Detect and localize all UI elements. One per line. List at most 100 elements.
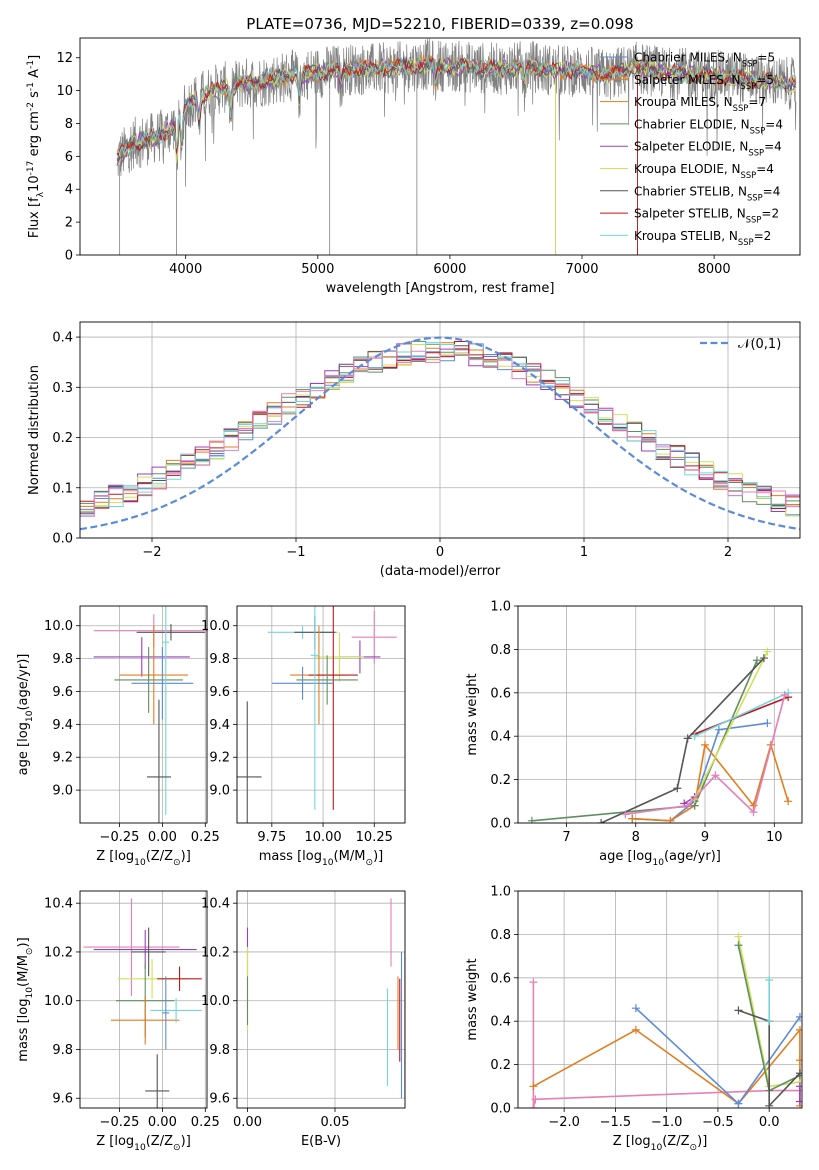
weight-marker	[529, 1082, 538, 1091]
x-tick-label: −1	[286, 545, 305, 560]
text-run: (age/yr)]	[664, 849, 721, 864]
text-run: Salpeter MILES, N	[634, 73, 741, 87]
y-tick-label: 0.0	[52, 532, 73, 547]
text-script: 10	[134, 1143, 146, 1153]
y-tick-label: 10.0	[201, 619, 230, 634]
text-run: ]	[27, 55, 42, 60]
x-tick-label: −1.0	[651, 1115, 683, 1130]
residual-histogram	[80, 341, 800, 509]
text-run: E(B-V)	[301, 1134, 341, 1149]
text-script: -1	[26, 60, 36, 69]
plot-area	[527, 647, 793, 823]
text-script: SSP	[733, 103, 749, 113]
x-tick-label: 4000	[169, 262, 202, 277]
text-run: Z [log	[96, 1134, 134, 1149]
weight-marker	[631, 1004, 640, 1013]
axes-frame	[79, 605, 208, 824]
residual-histogram	[80, 350, 800, 517]
figure-title: PLATE=0736, MJD=52210, FIBERID=0339, z=0…	[246, 15, 633, 33]
x-tick-label: −0.25	[100, 1115, 140, 1130]
legend-entry: Salpeter MILES, NSSP=5	[634, 73, 774, 91]
weight-line	[693, 651, 769, 800]
y-tick-label: 10.2	[201, 945, 230, 960]
text-script: SSP	[747, 192, 763, 202]
y-tick-label: 9.4	[52, 718, 73, 733]
residual-histogram	[80, 341, 800, 517]
weight-marker	[711, 771, 720, 780]
y-tick-label: 9.6	[52, 1092, 73, 1107]
x-tick-label: 6000	[433, 262, 466, 277]
panel-weight_Z: −2.0 −1.5 −1.0 −0.5 0.0 0.0 0.2 0.4 0.6 0.8 1.0 Z […	[465, 885, 803, 1153]
x-axis-label: Z [log10(Z/Z⊙)]	[96, 1134, 191, 1153]
y-tick-label: 10.0	[44, 994, 73, 1009]
y-axis-label: Normed distribution	[27, 365, 42, 495]
y-tick-label: 0.2	[52, 431, 73, 446]
text-script: 10	[134, 858, 146, 868]
weight-line	[683, 796, 696, 805]
model-fit-line	[116, 57, 797, 166]
y-tick-label: 9.8	[209, 1043, 230, 1058]
text-run: =7	[748, 95, 766, 109]
text-script: -2	[26, 102, 36, 111]
text-run: wavelength [Angstrom, rest frame]	[326, 281, 555, 296]
text-run: )]	[181, 1134, 191, 1149]
text-run: (M/M	[334, 849, 366, 864]
text-script: SSP	[746, 215, 762, 225]
text-script: 10	[25, 987, 35, 999]
axes-frame	[517, 890, 803, 1109]
y-tick-label: 0.6	[490, 971, 511, 986]
text-script: λ	[36, 191, 46, 197]
x-tick-label: 7	[562, 830, 570, 845]
weight-marker	[763, 647, 772, 656]
weight-line	[600, 657, 765, 823]
legend-entry: Salpeter ELODIE, NSSP=4	[634, 140, 782, 158]
y-tick-label: 0.8	[490, 928, 511, 943]
y-tick-label: 9.6	[52, 685, 73, 700]
y-tick-label: 9.6	[209, 685, 230, 700]
y-tick-label: 2	[65, 216, 73, 231]
x-axis-label: wavelength [Angstrom, rest frame]	[326, 281, 555, 296]
weight-marker	[734, 1006, 743, 1015]
y-tick-label: 0.6	[490, 686, 511, 701]
plot-area	[83, 898, 202, 1108]
y-axis-label: age [log10(age/yr)]	[16, 654, 35, 776]
weight-marker	[529, 1104, 538, 1108]
weight-marker	[765, 1017, 774, 1026]
text-run: =4	[764, 140, 782, 154]
panel-spectrum: 4000 5000 6000 7000 8000 0 2 4 6 8 10 12 wavelength …	[26, 37, 801, 296]
y-tick-label: 10.4	[201, 897, 230, 912]
y-tick-label: 1.0	[490, 600, 511, 615]
axes-frame	[79, 890, 208, 1109]
text-run: mass weight	[465, 958, 480, 1040]
y-axis-label: mass weight	[465, 958, 480, 1040]
legend-entry: Salpeter STELIB, NSSP=2	[634, 207, 779, 225]
axes-frame	[236, 890, 406, 1109]
x-tick-label: 2	[724, 545, 732, 560]
x-tick-label: −0.5	[702, 1115, 734, 1130]
y-tick-label: 0.4	[52, 331, 73, 346]
text-script: SSP	[750, 125, 766, 135]
text-run: =4	[763, 184, 781, 198]
x-tick-label: 0.00	[148, 1115, 177, 1130]
plot-area	[246, 898, 405, 1099]
y-axis-label: mass weight	[465, 673, 480, 755]
weight-marker	[795, 1025, 802, 1034]
text-script: ⊙	[690, 1143, 698, 1153]
panels: 4000 5000 6000 7000 8000024681012wavelength …	[16, 37, 803, 1153]
weight-marker	[734, 1099, 743, 1108]
text-run: )]	[16, 937, 31, 947]
plot-area	[93, 606, 207, 823]
weight-marker	[759, 654, 768, 663]
y-tick-label: 6	[65, 150, 73, 165]
text-run: age [log	[599, 849, 652, 864]
text-script: ⊙	[365, 858, 373, 868]
legend-entry: 𝒩(0,1)	[738, 337, 781, 352]
text-run: )]	[697, 1134, 707, 1149]
x-tick-label: 0.0	[759, 1115, 780, 1130]
x-tick-label: 9	[701, 830, 709, 845]
y-tick-label: 8	[65, 117, 73, 132]
text-run: Z [log	[96, 849, 134, 864]
text-run: age [log	[16, 722, 31, 775]
text-run: 10	[27, 175, 42, 192]
